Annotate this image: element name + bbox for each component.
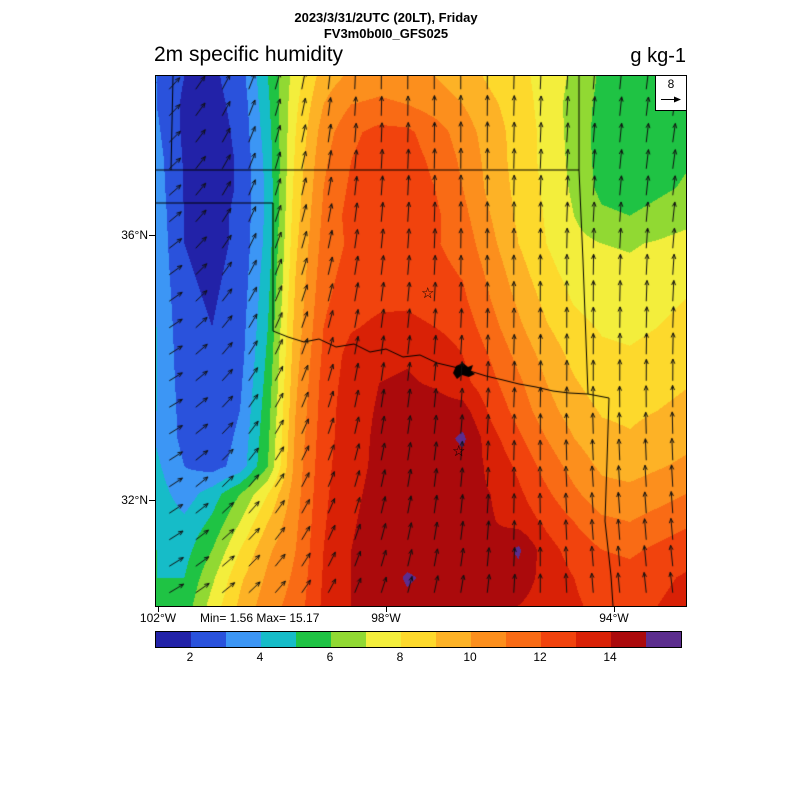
colorbar-tick-label: 8 <box>396 650 404 664</box>
colorbar-segment <box>261 632 296 647</box>
lon-tick-label: 102°W <box>139 611 177 625</box>
valid-time-header: 2023/3/31/2UTC (20LT), Friday <box>294 10 478 25</box>
colorbar-segment <box>646 632 681 647</box>
colorbar-segment <box>296 632 331 647</box>
humidity-field-canvas <box>156 76 686 606</box>
lon-tick-mark <box>386 606 387 612</box>
wind-reference-legend: 8 <box>655 76 686 111</box>
colorbar-tick-label: 4 <box>256 650 264 664</box>
colorbar-segment <box>436 632 471 647</box>
lat-tick-mark <box>149 500 155 501</box>
colorbar-segment <box>331 632 366 647</box>
colorbar-segment <box>401 632 436 647</box>
colorbar-segment <box>471 632 506 647</box>
colorbar <box>155 631 682 648</box>
units-label: g kg-1 <box>630 45 686 67</box>
lat-tick-mark <box>149 235 155 236</box>
lon-tick-mark <box>614 606 615 612</box>
colorbar-tick-label: 12 <box>533 650 547 664</box>
model-run-header: FV3m0b0I0_GFS025 <box>323 26 449 41</box>
colorbar-segment <box>506 632 541 647</box>
minmax-label: Min= 1.56 Max= 15.17 <box>200 611 320 625</box>
colorbar-tick-label: 14 <box>603 650 617 664</box>
wind-reference-arrow-icon <box>661 96 681 103</box>
map-plot-area: 8 ☆ ☆ <box>155 75 687 607</box>
colorbar-tick-label: 2 <box>186 650 194 664</box>
city-star-marker: ☆ <box>452 443 466 460</box>
lon-tick-mark <box>158 606 159 612</box>
lat-tick-label: 32°N <box>121 493 148 507</box>
city-star-marker: ☆ <box>421 285 435 302</box>
lat-tick-label: 36°N <box>121 228 148 242</box>
colorbar-segment <box>611 632 646 647</box>
lon-tick-label: 98°W <box>371 611 401 625</box>
colorbar-tick-label: 6 <box>326 650 334 664</box>
colorbar-segment <box>366 632 401 647</box>
colorbar-segment <box>191 632 226 647</box>
colorbar-segment <box>541 632 576 647</box>
colorbar-segment <box>576 632 611 647</box>
wind-reference-speed: 8 <box>667 77 675 91</box>
colorbar-segment <box>226 632 261 647</box>
variable-title: 2m specific humidity <box>154 43 344 66</box>
colorbar-segment <box>156 632 191 647</box>
colorbar-tick-label: 10 <box>463 650 477 664</box>
lon-tick-label: 94°W <box>599 611 629 625</box>
